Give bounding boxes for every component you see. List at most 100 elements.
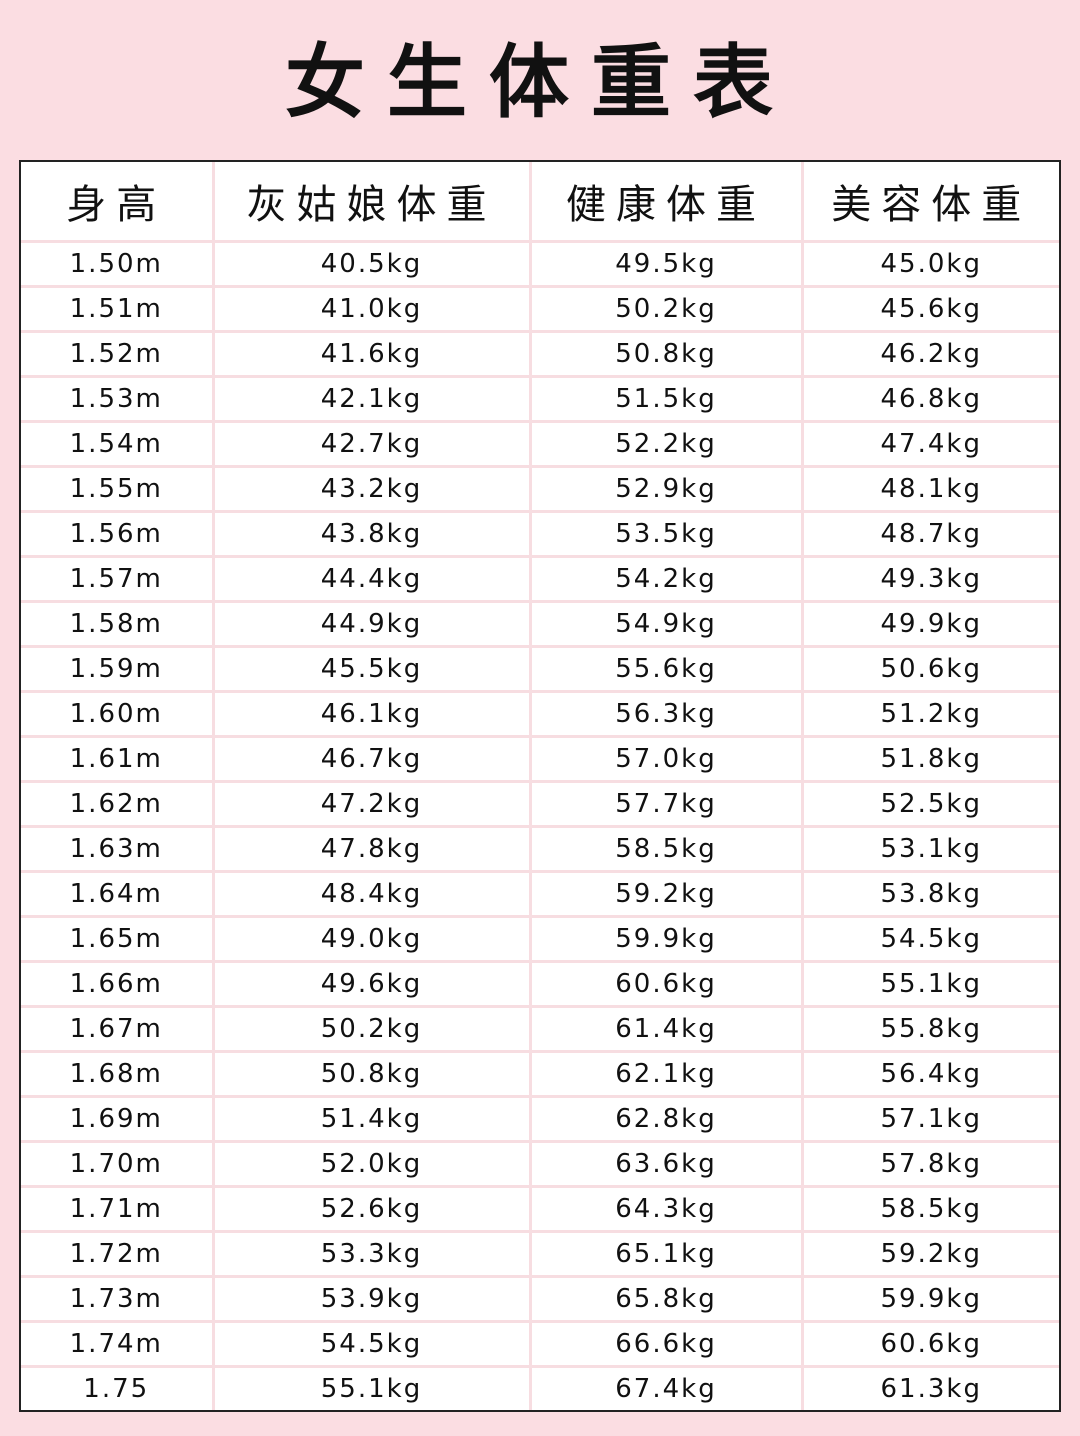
- beauty-weight-cell: 55.1kg: [800, 960, 1059, 1009]
- cinderella-weight-cell: 44.4kg: [211, 555, 532, 604]
- healthy-weight-cell: 52.9kg: [528, 465, 804, 514]
- cinderella-weight-cell: 42.1kg: [211, 375, 532, 424]
- beauty-weight-cell: 53.8kg: [800, 870, 1059, 919]
- height-cell: 1.69m: [21, 1095, 215, 1144]
- healthy-weight-cell: 49.5kg: [528, 239, 804, 289]
- healthy-weight-cell: 54.2kg: [528, 555, 804, 604]
- height-cell: 1.62m: [21, 780, 215, 829]
- table-row: 1.67m 50.2kg 61.4kg 55.8kg: [21, 1005, 1059, 1054]
- table-row: 1.56m 43.8kg 53.5kg 48.7kg: [21, 510, 1059, 559]
- cinderella-weight-cell: 54.5kg: [211, 1320, 532, 1369]
- healthy-weight-cell: 54.9kg: [528, 600, 804, 649]
- cinderella-weight-cell: 45.5kg: [211, 645, 532, 694]
- healthy-weight-cell: 57.7kg: [528, 780, 804, 829]
- cinderella-weight-cell: 47.2kg: [211, 780, 532, 829]
- table-row: 1.55m 43.2kg 52.9kg 48.1kg: [21, 465, 1059, 514]
- height-cell: 1.58m: [21, 600, 215, 649]
- beauty-weight-cell: 46.2kg: [800, 330, 1059, 379]
- table-row: 1.57m 44.4kg 54.2kg 49.3kg: [21, 555, 1059, 604]
- cinderella-weight-cell: 50.2kg: [211, 1005, 532, 1054]
- table-row: 1.69m 51.4kg 62.8kg 57.1kg: [21, 1095, 1059, 1144]
- height-cell: 1.63m: [21, 825, 215, 874]
- table-row: 1.64m 48.4kg 59.2kg 53.8kg: [21, 870, 1059, 919]
- beauty-weight-cell: 59.2kg: [800, 1230, 1059, 1279]
- cinderella-weight-cell: 53.3kg: [211, 1230, 532, 1279]
- table-row: 1.58m 44.9kg 54.9kg 49.9kg: [21, 600, 1059, 649]
- beauty-weight-cell: 55.8kg: [800, 1005, 1059, 1054]
- beauty-weight-cell: 58.5kg: [800, 1185, 1059, 1234]
- healthy-weight-cell: 58.5kg: [528, 825, 804, 874]
- beauty-weight-cell: 49.3kg: [800, 555, 1059, 604]
- healthy-weight-cell: 51.5kg: [528, 375, 804, 424]
- beauty-weight-cell: 51.8kg: [800, 735, 1059, 784]
- table-row: 1.54m 42.7kg 52.2kg 47.4kg: [21, 420, 1059, 469]
- beauty-weight-cell: 49.9kg: [800, 600, 1059, 649]
- header-beauty-weight: 美容体重: [800, 162, 1059, 243]
- cinderella-weight-cell: 52.6kg: [211, 1185, 532, 1234]
- table-row: 1.73m 53.9kg 65.8kg 59.9kg: [21, 1275, 1059, 1324]
- healthy-weight-cell: 65.8kg: [528, 1275, 804, 1324]
- height-cell: 1.67m: [21, 1005, 215, 1054]
- cinderella-weight-cell: 41.0kg: [211, 285, 532, 334]
- height-cell: 1.65m: [21, 915, 215, 964]
- height-cell: 1.74m: [21, 1320, 215, 1369]
- healthy-weight-cell: 59.9kg: [528, 915, 804, 964]
- page-title: 女生体重表: [285, 36, 795, 129]
- height-cell: 1.51m: [21, 285, 215, 334]
- height-cell: 1.59m: [21, 645, 215, 694]
- height-cell: 1.64m: [21, 870, 215, 919]
- beauty-weight-cell: 59.9kg: [800, 1275, 1059, 1324]
- beauty-weight-cell: 46.8kg: [800, 375, 1059, 424]
- table-row: 1.52m 41.6kg 50.8kg 46.2kg: [21, 330, 1059, 379]
- height-cell: 1.73m: [21, 1275, 215, 1324]
- cinderella-weight-cell: 40.5kg: [211, 239, 532, 289]
- height-cell: 1.71m: [21, 1185, 215, 1234]
- healthy-weight-cell: 50.2kg: [528, 285, 804, 334]
- cinderella-weight-cell: 43.8kg: [211, 510, 532, 559]
- beauty-weight-cell: 57.8kg: [800, 1140, 1059, 1189]
- header-height: 身高: [21, 162, 215, 243]
- healthy-weight-cell: 55.6kg: [528, 645, 804, 694]
- cinderella-weight-cell: 50.8kg: [211, 1050, 532, 1099]
- table-row: 1.60m 46.1kg 56.3kg 51.2kg: [21, 690, 1059, 739]
- table-row: 1.50m 40.5kg 49.5kg 45.0kg: [21, 239, 1059, 289]
- height-cell: 1.50m: [21, 239, 215, 289]
- beauty-weight-cell: 61.3kg: [800, 1365, 1059, 1410]
- table-row: 1.61m 46.7kg 57.0kg 51.8kg: [21, 735, 1059, 784]
- beauty-weight-cell: 52.5kg: [800, 780, 1059, 829]
- table-row: 1.68m 50.8kg 62.1kg 56.4kg: [21, 1050, 1059, 1099]
- cinderella-weight-cell: 49.0kg: [211, 915, 532, 964]
- table-row: 1.62m 47.2kg 57.7kg 52.5kg: [21, 780, 1059, 829]
- cinderella-weight-cell: 43.2kg: [211, 465, 532, 514]
- healthy-weight-cell: 66.6kg: [528, 1320, 804, 1369]
- table-row: 1.63m 47.8kg 58.5kg 53.1kg: [21, 825, 1059, 874]
- height-cell: 1.56m: [21, 510, 215, 559]
- healthy-weight-cell: 52.2kg: [528, 420, 804, 469]
- healthy-weight-cell: 62.1kg: [528, 1050, 804, 1099]
- cinderella-weight-cell: 41.6kg: [211, 330, 532, 379]
- healthy-weight-cell: 62.8kg: [528, 1095, 804, 1144]
- height-cell: 1.68m: [21, 1050, 215, 1099]
- cinderella-weight-cell: 46.1kg: [211, 690, 532, 739]
- header-cinderella-weight: 灰姑娘体重: [211, 162, 532, 243]
- beauty-weight-cell: 51.2kg: [800, 690, 1059, 739]
- header-healthy-weight: 健康体重: [528, 162, 804, 243]
- header-row: 身高 灰姑娘体重 健康体重 美容体重: [21, 162, 1059, 243]
- beauty-weight-cell: 47.4kg: [800, 420, 1059, 469]
- height-cell: 1.60m: [21, 690, 215, 739]
- healthy-weight-cell: 59.2kg: [528, 870, 804, 919]
- table-row: 1.71m 52.6kg 64.3kg 58.5kg: [21, 1185, 1059, 1234]
- height-cell: 1.53m: [21, 375, 215, 424]
- height-cell: 1.70m: [21, 1140, 215, 1189]
- healthy-weight-cell: 60.6kg: [528, 960, 804, 1009]
- height-cell: 1.55m: [21, 465, 215, 514]
- table-row: 1.70m 52.0kg 63.6kg 57.8kg: [21, 1140, 1059, 1189]
- cinderella-weight-cell: 47.8kg: [211, 825, 532, 874]
- table-row: 1.59m 45.5kg 55.6kg 50.6kg: [21, 645, 1059, 694]
- table-row: 1.74m 54.5kg 66.6kg 60.6kg: [21, 1320, 1059, 1369]
- healthy-weight-cell: 65.1kg: [528, 1230, 804, 1279]
- height-cell: 1.54m: [21, 420, 215, 469]
- healthy-weight-cell: 57.0kg: [528, 735, 804, 784]
- beauty-weight-cell: 60.6kg: [800, 1320, 1059, 1369]
- beauty-weight-cell: 53.1kg: [800, 825, 1059, 874]
